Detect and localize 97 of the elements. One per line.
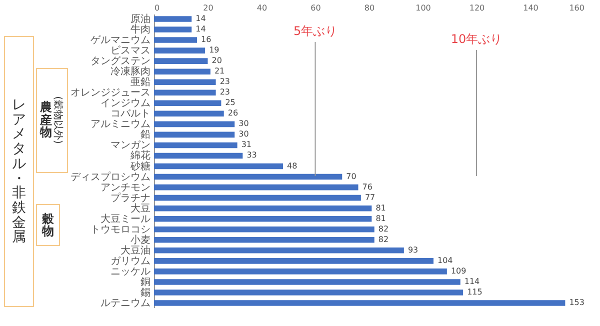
data-label: 82	[378, 224, 389, 234]
y-tick-label: ディスプロシウム	[70, 170, 150, 183]
bar	[154, 110, 224, 117]
y-tick-label: ニッケル	[110, 266, 150, 278]
bar	[154, 142, 238, 148]
y-tick-label: トウモロコシ	[90, 224, 150, 236]
data-label: 16	[201, 35, 212, 44]
data-label: 20	[212, 56, 222, 66]
data-label: 30	[238, 119, 249, 128]
x-tick-label: 100	[416, 4, 431, 12]
y-tick-label: 牛肉	[130, 24, 150, 36]
bar	[154, 194, 361, 201]
data-label: 93	[408, 245, 418, 254]
y-tick-label: タングステン	[90, 56, 150, 68]
bar	[154, 79, 216, 85]
bar	[154, 68, 210, 74]
x-tick-label: 0	[154, 4, 160, 12]
data-label: 104	[438, 256, 453, 265]
bar	[154, 100, 222, 106]
x-tick-label: 140	[523, 4, 538, 12]
y-tick-label: ルテニウム	[100, 298, 150, 310]
ref-line-label: 5年ぶり	[293, 24, 338, 38]
data-label: 82	[378, 234, 389, 244]
x-tick-label: 160	[569, 4, 584, 12]
bar	[154, 37, 197, 43]
y-tick-label: インジウム	[100, 98, 150, 110]
bar	[154, 163, 283, 170]
y-tick-label: プラチナ	[110, 192, 150, 204]
x-tick-label: 60	[310, 4, 321, 12]
bar	[154, 48, 206, 54]
y-tick-label: 大豆油	[120, 244, 150, 256]
data-label: 81	[376, 203, 386, 212]
x-tick-label: 120	[469, 4, 485, 12]
data-label: 31	[241, 140, 252, 150]
y-tick-label: アルミニウム	[90, 119, 150, 130]
data-label: 48	[287, 161, 298, 170]
y-tick-label: アンチモン	[100, 182, 150, 194]
bar	[154, 16, 192, 22]
data-label: 23	[220, 88, 230, 97]
y-tick-label: 小麦	[130, 234, 150, 246]
data-label: 153	[569, 298, 584, 308]
data-label: 26	[228, 108, 238, 118]
y-tick-label: 大豆	[130, 202, 150, 214]
y-tick-label: ゲルマニウム	[90, 35, 150, 46]
data-label: 109	[450, 266, 466, 276]
data-label: 23	[220, 77, 230, 86]
data-label: 115	[467, 287, 482, 296]
bar	[154, 184, 358, 190]
bar	[154, 268, 447, 274]
label-box: レアメタル・非鉄金属	[4, 36, 34, 307]
bar	[154, 226, 374, 232]
data-label: 70	[346, 172, 356, 181]
y-tick-label: 砂糖	[130, 160, 150, 172]
data-label: 30	[238, 130, 249, 139]
bar	[154, 132, 235, 138]
x-tick-label: 40	[256, 4, 268, 12]
data-label: 14	[196, 24, 206, 34]
y-tick-label: 鉛	[140, 130, 150, 141]
y-tick-label: オレンジジュース	[70, 88, 150, 99]
x-tick-label: 80	[364, 4, 375, 12]
bar	[154, 279, 460, 285]
x-tick-label: 20	[203, 4, 214, 12]
y-tick-label: コバルト	[110, 108, 150, 120]
data-label: 14	[196, 14, 206, 23]
y-tick-label: 綿花	[130, 150, 150, 162]
data-label: 25	[225, 98, 236, 108]
label-box: 穀物	[36, 204, 60, 246]
y-tick-label: ビスマス	[110, 46, 150, 57]
y-tick-label: ガリウム	[110, 256, 150, 267]
y-tick-label: 原油	[130, 12, 150, 25]
y-tick-label: 銅	[140, 276, 150, 288]
y-tick-label: マンガン	[110, 140, 150, 152]
bar	[154, 300, 566, 306]
data-label: 77	[364, 192, 376, 202]
bar	[154, 205, 372, 212]
bar	[154, 58, 208, 64]
data-label: 33	[246, 150, 257, 160]
bar	[154, 26, 192, 32]
bar	[154, 237, 374, 243]
bar	[154, 90, 216, 96]
bar	[154, 174, 342, 180]
data-label: 21	[214, 66, 225, 76]
data-label: 81	[376, 214, 386, 223]
bar	[154, 290, 464, 296]
bar	[154, 216, 372, 222]
data-label: 114	[464, 276, 480, 286]
bar	[154, 248, 404, 254]
bar	[154, 258, 434, 264]
bar	[154, 152, 243, 159]
bar	[154, 121, 235, 128]
data-label: 19	[209, 46, 220, 55]
data-label: 76	[362, 182, 372, 192]
y-tick-label: 冷凍豚肉	[110, 66, 150, 78]
y-tick-label: 錫	[140, 287, 150, 298]
y-tick-label: 亜鉛	[130, 77, 150, 88]
y-tick-label: 大豆ミール	[100, 212, 150, 225]
ref-line-label: 10年ぶり	[450, 32, 502, 46]
